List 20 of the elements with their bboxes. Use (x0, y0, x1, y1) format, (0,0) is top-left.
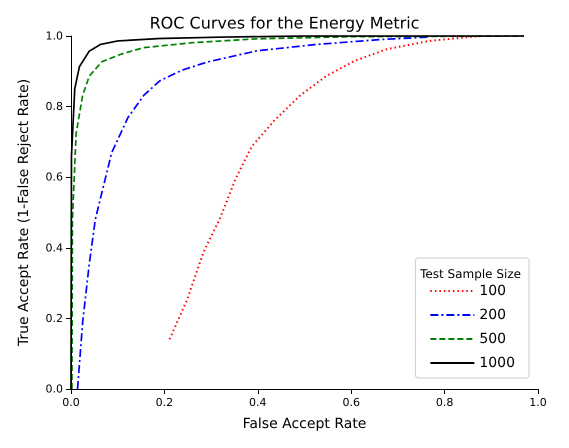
x-tick-label: 0.0 (62, 396, 80, 409)
legend-label: 1000 (479, 355, 516, 371)
y-tick-label: 0.4 (46, 241, 63, 254)
x-axis-title: False Accept Rate (242, 416, 366, 432)
x-tick-label: 0.4 (249, 396, 267, 409)
y-tick-label: 0.2 (46, 312, 63, 325)
legend-label: 100 (479, 283, 506, 299)
legend-title: Test Sample Size (419, 267, 522, 281)
y-axis-title: True Accept Rate (1-False Reject Rate) (16, 78, 32, 348)
x-tick-label: 1.0 (529, 396, 547, 409)
chart-title: ROC Curves for the Energy Metric (150, 14, 420, 32)
x-tick-label: 0.8 (436, 396, 454, 409)
y-tick-label: 1.0 (46, 30, 63, 42)
x-tick-label: 0.2 (156, 396, 174, 409)
y-tick-label: 0.8 (46, 100, 63, 114)
legend-label: 500 (479, 331, 506, 347)
legend-label: 200 (479, 307, 506, 323)
y-tick-label: 0.0 (46, 382, 63, 396)
y-tick-label: 0.6 (46, 170, 63, 184)
x-tick-label: 0.6 (342, 396, 360, 409)
